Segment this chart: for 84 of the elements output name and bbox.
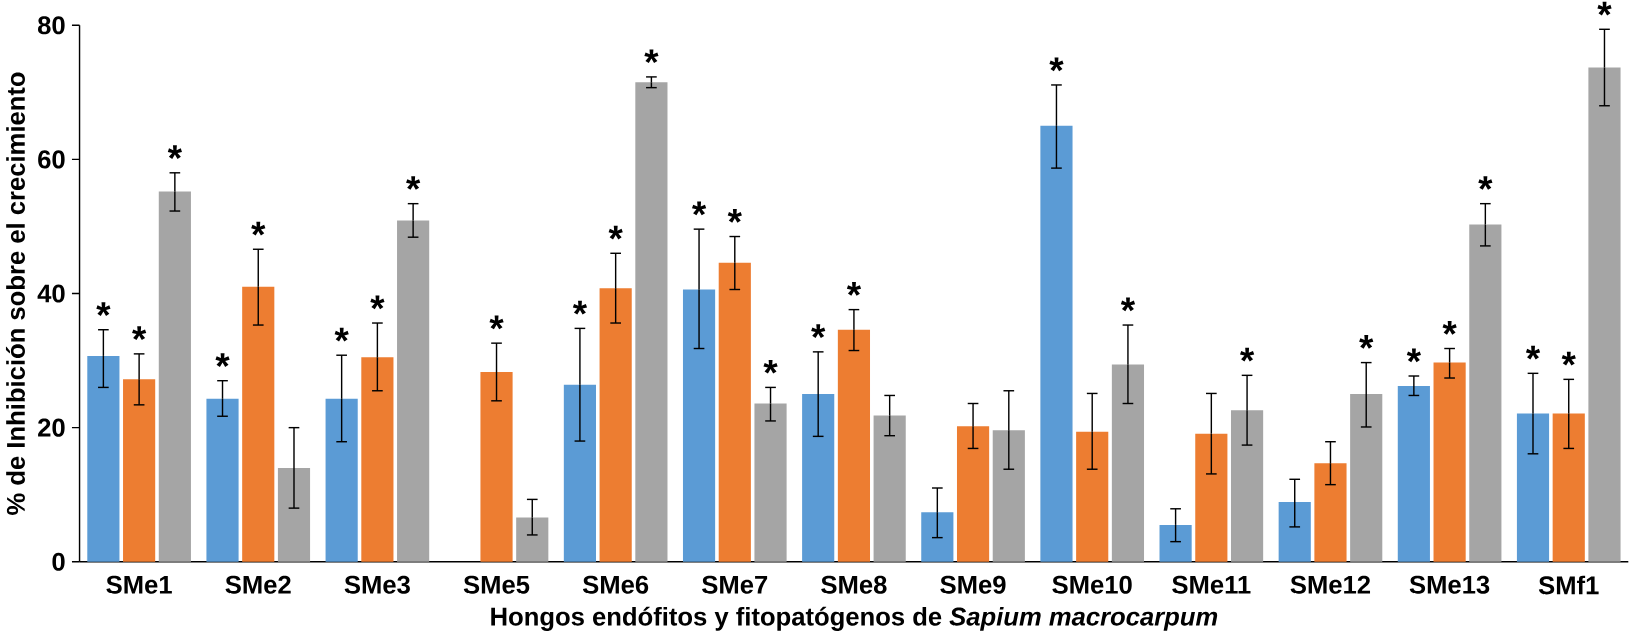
data-label: * (1359, 335, 1374, 349)
data-label: * (727, 209, 742, 223)
bar (599, 288, 632, 562)
data-label: * (1049, 57, 1064, 72)
y-axis-title: % de Inhibición sobre el crecimiento (5, 72, 25, 516)
x-tick-label: SMe2 (225, 575, 291, 594)
data-label: * (132, 326, 147, 341)
data-label: * (572, 300, 588, 315)
y-tick-label: 40 (37, 284, 65, 303)
bar (635, 82, 668, 562)
data-label: * (1561, 351, 1576, 366)
bar (1111, 364, 1145, 562)
x-tick-label: SMe3 (344, 575, 410, 594)
data-label: * (1406, 348, 1421, 363)
bar (1159, 524, 1192, 562)
bar (1076, 431, 1109, 562)
data-label: * (215, 353, 230, 367)
x-tick-label: SMe9 (940, 575, 1006, 594)
bar (992, 430, 1025, 562)
data-label: * (763, 359, 778, 374)
data-label: * (644, 49, 659, 64)
data-label: * (334, 327, 349, 342)
bar (1350, 394, 1383, 562)
x-tick-label: SMe6 (582, 575, 649, 594)
bar (206, 398, 239, 562)
bar (277, 467, 311, 562)
y-tick-label: 0 (52, 552, 65, 571)
bar (718, 262, 751, 562)
bar (361, 357, 394, 562)
bar (480, 372, 513, 562)
data-label: * (811, 324, 826, 339)
bar (1469, 224, 1502, 562)
data-label: * (251, 221, 266, 236)
bar (1230, 410, 1264, 562)
bar (1195, 433, 1228, 562)
bar (956, 426, 990, 562)
data-label: * (1240, 347, 1255, 362)
bar (87, 355, 120, 562)
bar (1516, 413, 1550, 562)
x-axis-title: Hongos endófitos y fitopatógenos de Sapium macrocarpum (491, 606, 1218, 631)
bar (242, 286, 275, 562)
bar (1278, 502, 1311, 562)
x-tick-label: SMe7 (702, 575, 768, 594)
x-tick-label: SMe10 (1052, 575, 1132, 594)
bar (754, 403, 787, 562)
bar (1314, 463, 1347, 562)
bar (1588, 67, 1621, 562)
data-label: * (406, 176, 421, 190)
bar (837, 329, 871, 562)
x-tick-label: SMe12 (1290, 575, 1371, 594)
data-label: * (691, 201, 707, 216)
data-label: * (608, 225, 623, 240)
data-label: * (370, 295, 385, 310)
x-tick-label: SMe5 (463, 575, 530, 594)
bar (682, 289, 716, 562)
data-label: * (846, 282, 862, 296)
bar (1433, 362, 1466, 562)
bar (325, 398, 358, 562)
x-tick-label: SMe11 (1172, 575, 1251, 594)
x-tick-label: SMf1 (1538, 575, 1599, 595)
bar (397, 220, 430, 562)
bar (1397, 386, 1430, 562)
bar (873, 415, 906, 562)
bar (563, 384, 596, 562)
y-tick-label: 20 (38, 418, 65, 437)
bar (123, 379, 156, 562)
data-label: * (96, 302, 111, 317)
data-label: * (1597, 1, 1612, 16)
bar (1040, 125, 1073, 562)
data-label: * (167, 145, 182, 160)
bar (802, 394, 835, 562)
x-tick-label: SMe1 (106, 575, 172, 594)
bar (158, 191, 191, 562)
data-label: * (1478, 176, 1493, 190)
bar (1552, 413, 1585, 562)
data-label: * (1120, 297, 1136, 312)
data-label: * (1525, 345, 1541, 360)
data-label: * (489, 315, 504, 330)
x-tick-label: SMe8 (821, 575, 887, 594)
y-tick-label: 60 (38, 150, 65, 169)
x-tick-label: SMe13 (1409, 575, 1490, 594)
data-label: * (1442, 321, 1457, 335)
y-tick-label: 80 (37, 16, 65, 35)
bar (516, 517, 549, 562)
